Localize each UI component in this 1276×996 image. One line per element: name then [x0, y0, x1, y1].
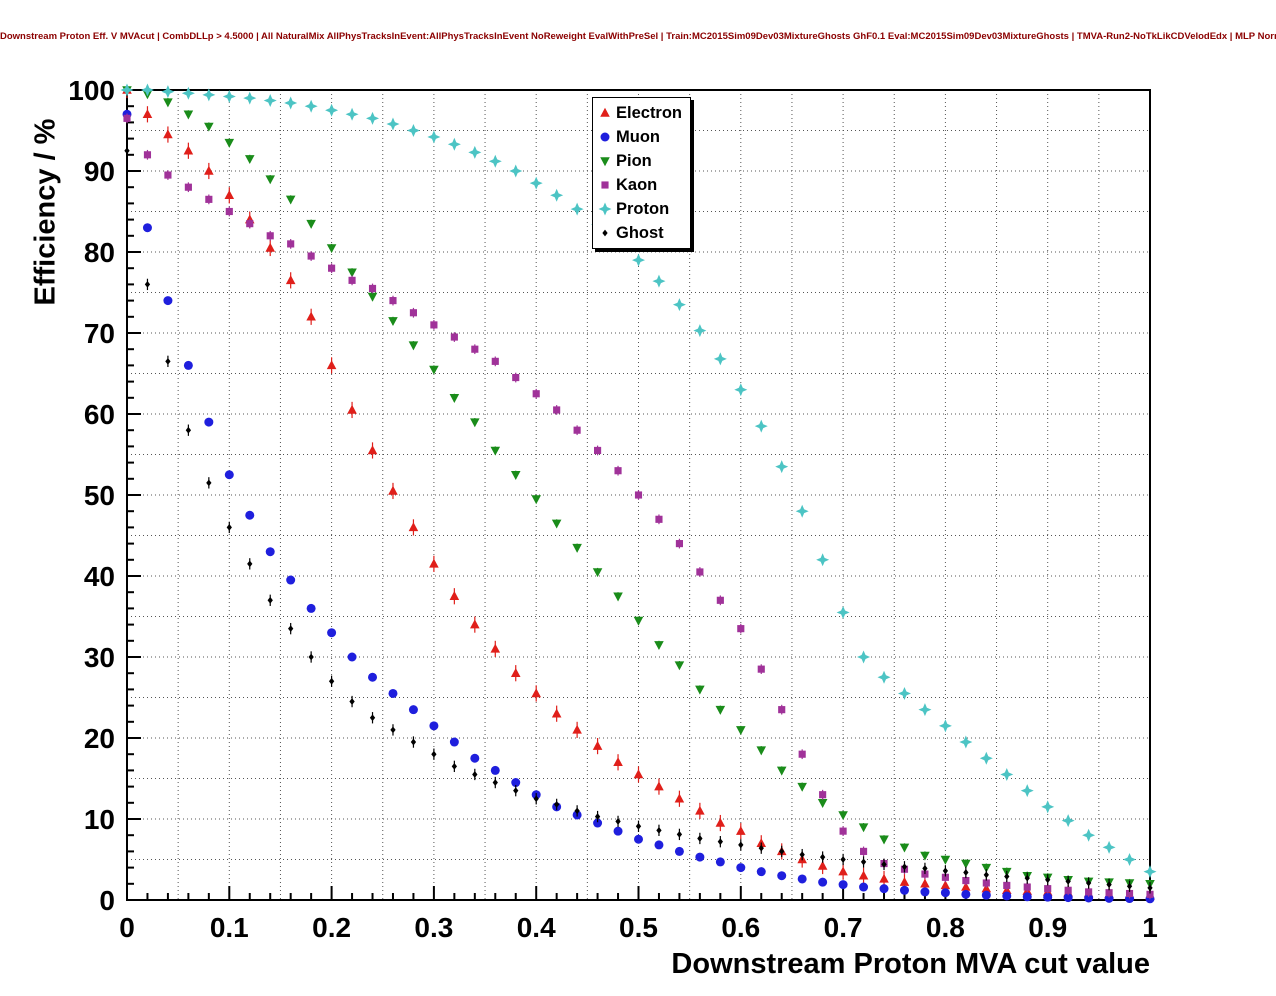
legend-label: Pion [616, 151, 652, 170]
svg-text:0.7: 0.7 [824, 912, 863, 943]
triangle-up-marker-icon [593, 104, 616, 122]
star-marker-icon [593, 200, 616, 218]
square-marker-icon [593, 176, 616, 194]
legend-box: Electron Muon Pion Kaon Proton Ghost [592, 97, 691, 249]
svg-text:20: 20 [84, 723, 115, 754]
svg-text:10: 10 [84, 804, 115, 835]
legend-item-proton: Proton [593, 197, 690, 221]
legend-label: Ghost [616, 223, 664, 242]
legend-label: Kaon [616, 175, 658, 194]
plot-title: Downstream Proton Eff. V MVAcut | CombDL… [0, 31, 1276, 42]
x-axis-title: Downstream Proton MVA cut value [671, 948, 1150, 980]
diamond-marker-icon [593, 224, 616, 242]
svg-text:80: 80 [84, 237, 115, 268]
legend-item-electron: Electron [593, 101, 690, 125]
legend-item-pion: Pion [593, 149, 690, 173]
svg-text:100: 100 [68, 75, 115, 106]
svg-text:0.8: 0.8 [926, 912, 965, 943]
legend-label: Muon [616, 127, 660, 146]
triangle-down-marker-icon [593, 152, 616, 170]
tick-labels: 0 0.1 0.2 0.3 0.4 0.5 0.6 0.7 0.8 0.9 101020304050… [68, 75, 1158, 943]
legend-label: Electron [616, 103, 683, 122]
series-proton [120, 83, 1157, 879]
legend-item-muon: Muon [593, 125, 690, 149]
svg-text:60: 60 [84, 399, 115, 430]
svg-text:1: 1 [1142, 912, 1158, 943]
legend-label: Proton [616, 199, 670, 218]
svg-text:0.2: 0.2 [312, 912, 351, 943]
legend-item-kaon: Kaon [593, 173, 690, 197]
svg-text:0.9: 0.9 [1028, 912, 1067, 943]
svg-text:90: 90 [84, 156, 115, 187]
svg-text:0.4: 0.4 [517, 912, 556, 943]
grid-lines [127, 90, 1150, 900]
series-ghost [124, 145, 1153, 894]
svg-text:50: 50 [84, 480, 115, 511]
svg-text:0.6: 0.6 [721, 912, 760, 943]
plot-frame [126, 89, 1151, 901]
series-kaon [123, 113, 1154, 900]
y-axis-title: Efficiency / % [29, 118, 62, 306]
svg-text:0.3: 0.3 [414, 912, 453, 943]
svg-text:0.1: 0.1 [210, 912, 249, 943]
svg-text:70: 70 [84, 318, 115, 349]
svg-text:0: 0 [99, 885, 115, 916]
svg-text:40: 40 [84, 561, 115, 592]
svg-text:0: 0 [119, 912, 135, 943]
svg-text:0.5: 0.5 [619, 912, 658, 943]
circle-marker-icon [593, 128, 616, 146]
legend-item-ghost: Ghost [593, 221, 690, 245]
svg-text:30: 30 [84, 642, 115, 673]
